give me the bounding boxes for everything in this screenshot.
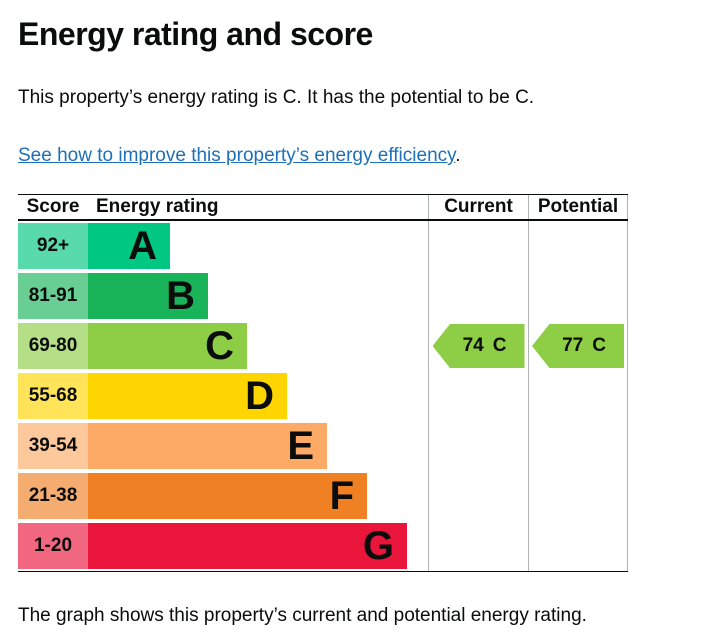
band-bar-g: G — [88, 523, 407, 569]
score-range-g: 1-20 — [18, 523, 88, 569]
band-bar-c: C — [88, 323, 247, 369]
potential-cell-a — [528, 221, 628, 271]
potential-cell-c: 77 C — [528, 321, 628, 371]
current-cell-d — [428, 371, 528, 421]
band-letter-f: F — [329, 474, 354, 518]
header-potential: Potential — [528, 195, 628, 219]
band-letter-c: C — [205, 324, 234, 368]
epc-chart-rows: 92+ A 81-91 B 69-80 C 74 C 77 C 55-68 D 39-54 E 21-38 F… — [18, 221, 628, 571]
rating-cell-g: G — [88, 521, 428, 571]
potential-cell-b — [528, 271, 628, 321]
potential-arrow-band: C — [592, 335, 606, 356]
band-bar-d: D — [88, 373, 287, 419]
band-bar-a: A — [88, 223, 170, 269]
score-range-e: 39-54 — [18, 423, 88, 469]
chart-caption: The graph shows this property’s current … — [18, 605, 587, 626]
band-row-f: 21-38 F — [18, 471, 628, 521]
header-current: Current — [428, 195, 528, 219]
improve-link-line: See how to improve this property’s energ… — [18, 144, 708, 168]
score-range-f: 21-38 — [18, 473, 88, 519]
band-letter-e: E — [287, 424, 314, 468]
potential-arrow-value: 77 — [562, 335, 584, 356]
current-cell-b — [428, 271, 528, 321]
band-row-b: 81-91 B — [18, 271, 628, 321]
band-bar-f: F — [88, 473, 367, 519]
band-letter-d: D — [245, 374, 274, 418]
score-range-b: 81-91 — [18, 273, 88, 319]
band-row-e: 39-54 E — [18, 421, 628, 471]
chart-header-row: Score Energy rating Current Potential — [18, 195, 628, 221]
rating-cell-c: C — [88, 321, 428, 371]
current-cell-f — [428, 471, 528, 521]
header-energy-rating: Energy rating — [96, 196, 219, 217]
current-cell-a — [428, 221, 528, 271]
current-arrow-value: 74 — [462, 335, 484, 356]
rating-cell-b: B — [88, 271, 428, 321]
band-bar-e: E — [88, 423, 327, 469]
page-title: Energy rating and score — [18, 16, 373, 52]
header-score: Score — [26, 196, 80, 217]
current-arrow-band: C — [492, 335, 507, 356]
score-range-c: 69-80 — [18, 323, 88, 369]
band-row-g: 1-20 G — [18, 521, 628, 571]
current-cell-c: 74 C — [428, 321, 528, 371]
rating-cell-e: E — [88, 421, 428, 471]
epc-rating-chart: Score Energy rating Current Potential 92… — [18, 194, 628, 572]
potential-arrow: 77 C — [532, 324, 624, 368]
potential-cell-g — [528, 521, 628, 571]
rating-cell-d: D — [88, 371, 428, 421]
current-cell-e — [428, 421, 528, 471]
score-range-d: 55-68 — [18, 373, 88, 419]
potential-cell-d — [528, 371, 628, 421]
rating-cell-a: A — [88, 221, 428, 271]
current-arrow: 74 C — [432, 324, 525, 368]
potential-cell-f — [528, 471, 628, 521]
band-row-a: 92+ A — [18, 221, 628, 271]
epc-page: Energy rating and score This property’s … — [18, 16, 708, 628]
score-range-a: 92+ — [18, 223, 88, 269]
band-letter-g: G — [362, 524, 394, 568]
band-row-d: 55-68 D — [18, 371, 628, 421]
improve-efficiency-link[interactable]: See how to improve this property’s energ… — [18, 145, 456, 166]
potential-cell-e — [528, 421, 628, 471]
rating-cell-f: F — [88, 471, 428, 521]
band-letter-a: A — [128, 224, 157, 268]
band-bar-b: B — [88, 273, 208, 319]
band-letter-b: B — [166, 274, 195, 318]
link-suffix: . — [455, 145, 461, 166]
current-cell-g — [428, 521, 528, 571]
rating-summary-text: This property’s energy rating is C. It h… — [18, 87, 535, 108]
band-row-c: 69-80 C 74 C 77 C — [18, 321, 628, 371]
